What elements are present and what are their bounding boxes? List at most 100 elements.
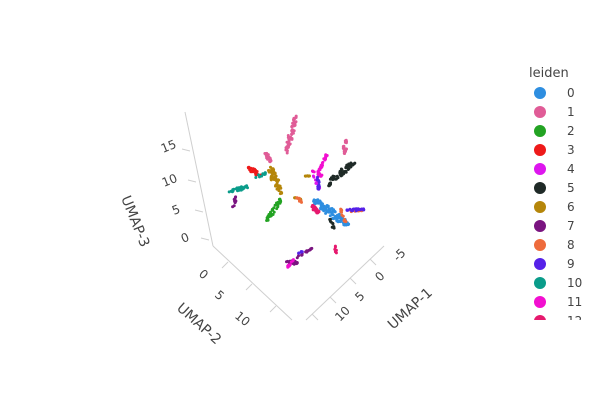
data-point <box>328 183 332 187</box>
legend-label: 9 <box>567 257 575 271</box>
data-point <box>325 210 329 214</box>
y-tick-mark <box>221 261 229 269</box>
cluster-12-points <box>310 203 321 215</box>
data-point <box>344 147 347 151</box>
legend-swatch <box>534 239 546 251</box>
data-point <box>343 140 347 144</box>
y-tick-label: 10 <box>232 309 253 330</box>
data-point <box>344 170 348 174</box>
data-point <box>354 209 358 213</box>
data-point <box>351 163 355 167</box>
legend-swatch <box>534 277 546 289</box>
data-point <box>271 208 275 212</box>
data-point <box>285 151 289 155</box>
cluster-8-points <box>295 196 303 204</box>
legend-swatch <box>534 220 546 232</box>
data-point <box>274 174 278 178</box>
data-point <box>272 168 276 172</box>
legend-label: 3 <box>567 143 575 157</box>
data-point <box>227 190 231 194</box>
data-point <box>308 174 311 178</box>
cluster-7-points <box>231 195 238 209</box>
legend-item-2[interactable]: 2 <box>534 122 575 140</box>
legend: leiden 0123456789101112 <box>522 64 600 320</box>
data-point <box>331 208 335 212</box>
data-point <box>263 152 267 155</box>
cluster-9-points <box>315 175 321 191</box>
data-point <box>315 198 319 202</box>
data-point <box>233 199 237 203</box>
data-point <box>338 172 342 176</box>
legend-item-12[interactable]: 12 <box>534 312 582 320</box>
legend-item-1[interactable]: 1 <box>534 103 575 121</box>
cluster-12-points <box>333 244 338 255</box>
data-point <box>346 223 350 227</box>
legend-item-7[interactable]: 7 <box>534 217 575 235</box>
legend-item-10[interactable]: 10 <box>534 274 582 292</box>
data-point <box>277 178 281 182</box>
data-point <box>312 206 316 210</box>
data-point <box>286 143 290 147</box>
x-tick-label: 10 <box>332 303 353 324</box>
data-point <box>290 128 294 132</box>
data-point <box>289 260 293 264</box>
data-point <box>328 217 332 221</box>
legend-item-4[interactable]: 4 <box>534 160 575 178</box>
z-tick-mark <box>187 179 197 183</box>
data-point <box>336 219 340 223</box>
cluster-5-points <box>330 161 357 182</box>
x-tick-mark <box>329 296 337 304</box>
data-point <box>231 189 235 193</box>
legend-swatch <box>534 106 546 118</box>
data-point <box>297 251 301 255</box>
legend-label: 11 <box>567 295 583 309</box>
data-point <box>353 161 357 165</box>
data-point <box>343 222 347 226</box>
legend-swatch <box>534 87 546 99</box>
z-tick-mark <box>181 148 191 152</box>
data-point <box>295 196 299 200</box>
data-point <box>316 187 320 190</box>
data-point <box>311 174 315 178</box>
data-point <box>286 136 290 139</box>
data-point <box>269 214 273 218</box>
x-tick-label: -5 <box>390 246 408 264</box>
data-point <box>272 206 276 210</box>
data-point <box>298 199 302 203</box>
data-point <box>318 174 322 178</box>
data-point <box>267 156 271 160</box>
legend-swatch <box>534 144 546 156</box>
legend-item-11[interactable]: 11 <box>534 293 582 311</box>
legend-item-0[interactable]: 0 <box>534 84 575 102</box>
data-point <box>317 183 321 187</box>
legend-swatch <box>534 258 546 270</box>
data-point <box>338 170 342 173</box>
data-point <box>327 210 331 214</box>
legend-item-3[interactable]: 3 <box>534 141 575 159</box>
legend-item-8[interactable]: 8 <box>534 236 575 254</box>
legend-swatch <box>534 125 546 137</box>
legend-item-9[interactable]: 9 <box>534 255 575 273</box>
legend-item-6[interactable]: 6 <box>534 198 575 216</box>
data-point <box>285 140 289 144</box>
legend-item-5[interactable]: 5 <box>534 179 575 197</box>
data-point <box>316 175 319 179</box>
legend-swatch <box>534 315 546 320</box>
data-point <box>312 199 316 203</box>
z-axis-line <box>184 111 214 247</box>
data-point <box>346 168 350 171</box>
data-point <box>328 177 332 181</box>
cluster-0-points <box>312 198 351 227</box>
x-axis-title: UMAP-1 <box>385 285 436 333</box>
data-point <box>276 201 280 205</box>
y-tick-label: 5 <box>212 288 227 304</box>
data-point <box>337 212 341 216</box>
data-point <box>258 175 261 179</box>
data-point <box>304 250 308 254</box>
data-point <box>334 177 338 181</box>
data-point <box>332 217 336 221</box>
cluster-5-points <box>328 217 336 230</box>
data-point <box>285 260 288 264</box>
data-point <box>315 181 319 185</box>
